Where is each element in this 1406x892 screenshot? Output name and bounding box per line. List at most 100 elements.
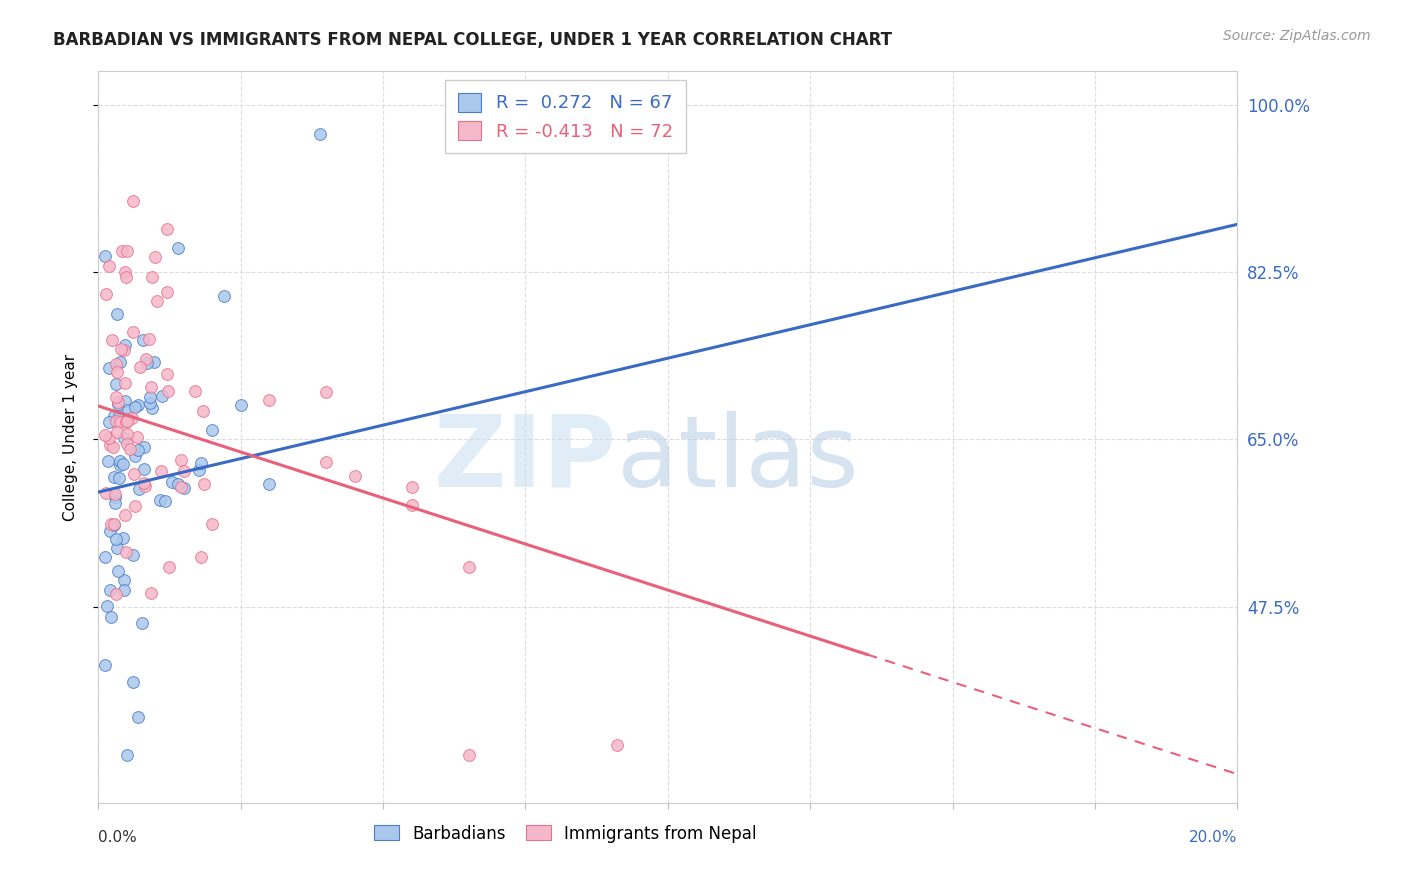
Point: [104, 390, 127, 404]
Point: [122, 194, 145, 208]
Point: [156, 367, 179, 381]
Point: [401, 498, 423, 512]
Point: [112, 582, 135, 597]
Point: [139, 380, 162, 394]
Point: [98, 259, 121, 273]
Point: [315, 455, 337, 469]
Point: [104, 377, 127, 392]
Point: [100, 582, 122, 597]
Point: [96, 599, 118, 613]
Point: [141, 270, 163, 285]
Point: [108, 458, 131, 473]
Point: [138, 390, 160, 404]
Point: [124, 499, 146, 513]
Point: [121, 411, 143, 425]
Point: [309, 127, 332, 141]
Point: [110, 342, 132, 356]
Point: [145, 293, 167, 308]
Point: [114, 573, 136, 587]
Point: [156, 222, 179, 236]
Point: [190, 550, 212, 565]
Point: [401, 480, 423, 494]
Text: Source: ZipAtlas.com: Source: ZipAtlas.com: [1223, 29, 1371, 43]
Point: [108, 355, 131, 369]
Point: [108, 409, 131, 423]
Point: [127, 442, 149, 457]
Text: BARBADIAN VS IMMIGRANTS FROM NEPAL COLLEGE, UNDER 1 YEAR CORRELATION CHART: BARBADIAN VS IMMIGRANTS FROM NEPAL COLLE…: [53, 31, 893, 49]
Point: [184, 384, 207, 398]
Point: [156, 285, 179, 299]
Point: [162, 475, 184, 489]
Point: [97, 454, 120, 468]
Point: [108, 453, 131, 467]
Point: [148, 493, 170, 508]
Point: [121, 675, 143, 690]
Point: [104, 532, 127, 546]
Point: [457, 559, 479, 574]
Point: [114, 264, 136, 278]
Point: [141, 401, 163, 415]
Point: [100, 517, 122, 532]
Point: [145, 250, 167, 264]
Point: [105, 365, 128, 379]
Point: [107, 564, 129, 578]
Point: [167, 477, 190, 491]
Text: ZIP: ZIP: [433, 410, 617, 508]
Point: [111, 531, 134, 545]
Point: [112, 431, 135, 445]
Point: [104, 587, 127, 601]
Point: [150, 389, 173, 403]
Point: [201, 516, 224, 531]
Point: [105, 357, 128, 371]
Point: [101, 440, 124, 454]
Point: [118, 442, 141, 456]
Point: [103, 517, 125, 532]
Point: [201, 423, 224, 437]
Point: [112, 343, 135, 358]
Point: [103, 409, 125, 423]
Point: [114, 508, 136, 522]
Point: [132, 440, 155, 454]
Point: [94, 550, 117, 565]
Point: [143, 354, 166, 368]
Point: [170, 453, 193, 467]
Point: [94, 486, 117, 500]
Point: [105, 307, 128, 321]
Point: [107, 395, 129, 409]
Point: [108, 471, 131, 485]
Point: [132, 333, 155, 347]
Point: [115, 244, 138, 258]
Point: [117, 414, 139, 428]
Point: [124, 449, 146, 463]
Point: [457, 747, 479, 762]
Point: [187, 463, 209, 477]
Point: [98, 438, 121, 452]
Point: [138, 332, 160, 346]
Point: [103, 516, 125, 531]
Text: 20.0%: 20.0%: [1189, 830, 1237, 845]
Point: [122, 467, 145, 481]
Point: [98, 431, 121, 445]
Point: [100, 609, 122, 624]
Point: [114, 270, 136, 285]
Point: [343, 469, 366, 483]
Point: [111, 244, 134, 259]
Point: [170, 480, 193, 494]
Point: [117, 411, 139, 425]
Point: [139, 586, 162, 600]
Point: [121, 548, 143, 562]
Point: [115, 437, 138, 451]
Point: [108, 416, 131, 430]
Point: [115, 415, 138, 429]
Point: [103, 490, 125, 504]
Point: [105, 425, 128, 440]
Point: [97, 415, 120, 429]
Point: [190, 456, 212, 470]
Point: [103, 470, 125, 484]
Point: [193, 477, 215, 491]
Point: [127, 398, 149, 412]
Text: 0.0%: 0.0%: [98, 830, 138, 845]
Point: [157, 559, 180, 574]
Point: [173, 464, 195, 478]
Point: [212, 289, 235, 303]
